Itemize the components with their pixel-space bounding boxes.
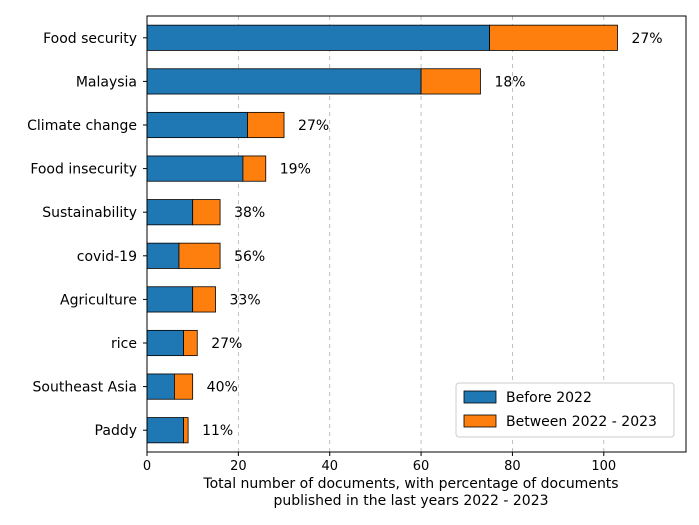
- bar-between-2022-2023: [183, 417, 189, 444]
- legend: Before 2022 Between 2022 - 2023: [455, 382, 675, 438]
- percent-label: 18%: [494, 74, 525, 90]
- bar-before-2022: [146, 24, 490, 51]
- bar-between-2022-2023: [192, 199, 221, 226]
- y-tick-label: Malaysia: [76, 74, 137, 90]
- bar-between-2022-2023: [420, 68, 481, 95]
- percent-label: 11%: [202, 423, 233, 439]
- bar-between-2022-2023: [178, 242, 221, 269]
- legend-label-between-2022-2023: Between 2022 - 2023: [506, 414, 657, 430]
- legend-box: [455, 382, 675, 438]
- y-tick-label: Agriculture: [60, 292, 137, 308]
- percent-label: 27%: [298, 118, 329, 134]
- y-axis-ticks: Food security Malaysia Climate change Food …: [27, 31, 147, 439]
- x-axis-label-line-1: Total number of documents, with percenta…: [202, 476, 618, 492]
- percent-label: 27%: [211, 336, 242, 352]
- x-axis-label: Total number of documents, with percenta…: [202, 476, 618, 509]
- percent-label: 33%: [230, 292, 261, 308]
- bars: [146, 24, 618, 444]
- x-tick-label: 20: [230, 459, 247, 474]
- bar-between-2022-2023: [247, 111, 285, 139]
- legend-swatch-before-2022: [463, 390, 497, 404]
- y-tick-label: Food security: [43, 31, 137, 47]
- y-tick-label: covid-19: [77, 249, 137, 265]
- x-axis-label-line-2: published in the last years 2022 - 2023: [273, 493, 548, 509]
- x-tick-label: 40: [321, 459, 338, 474]
- bar-before-2022: [146, 373, 175, 400]
- bar-before-2022: [146, 68, 422, 95]
- bar-before-2022: [146, 155, 244, 182]
- bar-before-2022: [146, 329, 184, 357]
- percent-labels: 27% 18% 27% 19% 38% 56% 33% 27% 40% 11%: [202, 31, 662, 439]
- x-tick-label: 60: [413, 459, 430, 474]
- bar-before-2022: [146, 111, 248, 139]
- y-tick-label: rice: [111, 336, 137, 352]
- legend-swatch-between-2022-2023: [463, 414, 497, 428]
- percent-label: 40%: [207, 380, 238, 396]
- x-tick-label: 80: [504, 459, 521, 474]
- bar-before-2022: [146, 199, 194, 226]
- bar-between-2022-2023: [489, 24, 618, 51]
- percent-label: 27%: [631, 31, 662, 47]
- bar-between-2022-2023: [183, 329, 198, 357]
- bar-between-2022-2023: [192, 286, 216, 313]
- percent-label: 38%: [234, 205, 265, 221]
- bar-before-2022: [146, 286, 194, 313]
- legend-label-before-2022: Before 2022: [506, 390, 592, 406]
- x-axis-ticks: 0 20 40 60 80 100: [143, 452, 616, 474]
- x-tick-label: 100: [591, 459, 616, 474]
- y-tick-label: Sustainability: [42, 205, 137, 221]
- percent-label: 19%: [280, 162, 311, 178]
- x-tick-label: 0: [143, 459, 151, 474]
- y-tick-label: Food insecurity: [30, 162, 137, 178]
- y-tick-label: Southeast Asia: [33, 380, 137, 396]
- percent-label: 56%: [234, 249, 265, 265]
- bar-before-2022: [146, 242, 180, 269]
- axes-frame: [146, 15, 687, 453]
- bar-between-2022-2023: [242, 155, 267, 182]
- bar-between-2022-2023: [174, 373, 194, 400]
- y-tick-label: Paddy: [95, 423, 137, 439]
- y-tick-label: Climate change: [27, 118, 137, 134]
- bar-before-2022: [146, 417, 184, 444]
